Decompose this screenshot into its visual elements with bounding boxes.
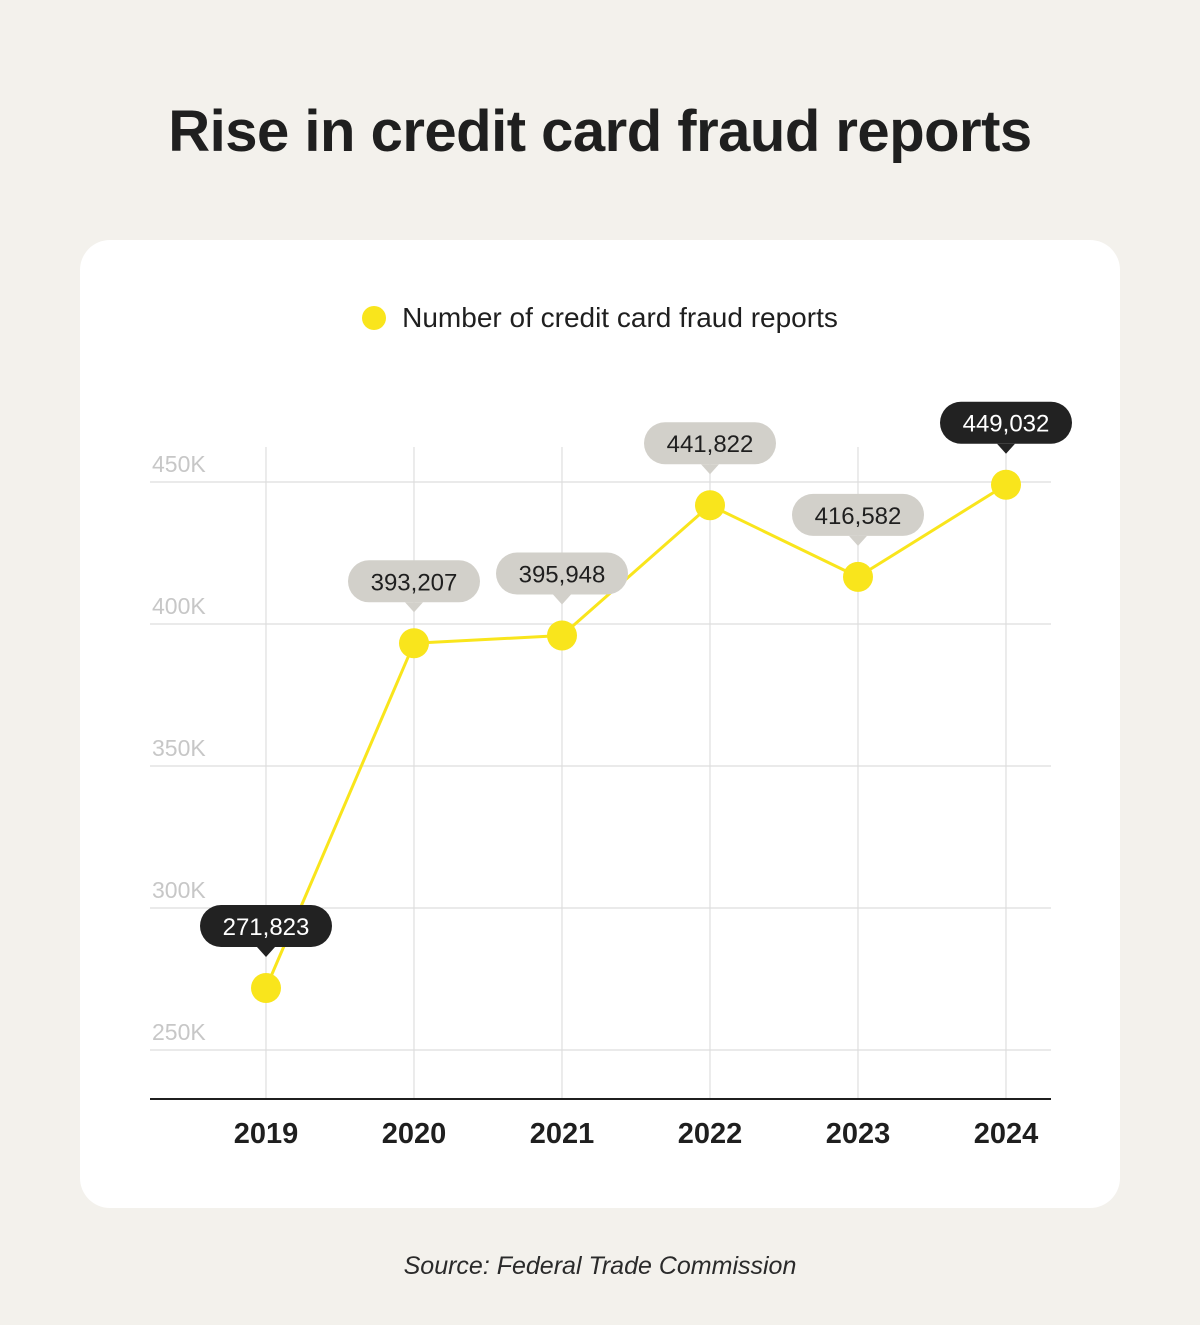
callout-bubble xyxy=(348,560,480,603)
data-point xyxy=(251,973,281,1004)
y-tick-label: 250K xyxy=(152,1019,206,1045)
source-note: Source: Federal Trade Commission xyxy=(403,1252,797,1280)
x-tick-label: 2023 xyxy=(826,1118,891,1150)
y-tick-label: 300K xyxy=(152,877,206,903)
y-tick-label: 450K xyxy=(152,451,206,477)
x-tick-label: 2021 xyxy=(530,1118,595,1150)
data-point xyxy=(991,469,1021,500)
data-label: 449,032 xyxy=(963,411,1050,438)
callout-pointer xyxy=(553,594,571,605)
data-label: 271,823 xyxy=(223,914,310,941)
callout-bubble xyxy=(792,493,924,536)
data-label: 395,948 xyxy=(519,562,606,589)
series-line-layer xyxy=(264,483,1007,989)
y-tick-label: 350K xyxy=(152,735,206,761)
chart-title: Rise in credit card fraud reports xyxy=(168,99,1032,164)
data-label-callout: 416,582 xyxy=(792,493,924,546)
x-tick-label: 2022 xyxy=(678,1118,743,1150)
data-label: 393,207 xyxy=(371,569,458,596)
callout-bubble xyxy=(200,905,332,948)
data-label-callout: 449,032 xyxy=(940,401,1072,454)
legend-swatch xyxy=(362,306,387,330)
callout-pointer xyxy=(701,464,719,475)
x-tick-label: 2024 xyxy=(974,1118,1039,1150)
data-label-callouts: 271,823 393,207 395,948 441,822 416,582 449,0… xyxy=(200,401,1072,958)
data-label: 441,822 xyxy=(667,431,754,458)
data-label-callout: 393,207 xyxy=(348,560,480,613)
callout-pointer xyxy=(849,535,867,546)
callout-bubble xyxy=(496,552,628,595)
callout-pointer xyxy=(257,947,275,958)
data-points xyxy=(251,469,1021,1004)
x-axis-ticks: 2019 2020 2021 2022 2023 2024 xyxy=(234,1118,1039,1150)
chart-legend: Number of credit card fraud reports xyxy=(0,302,1200,334)
data-point xyxy=(399,628,429,659)
y-tick-label: 400K xyxy=(152,593,206,619)
legend-label: Number of credit card fraud reports xyxy=(402,302,838,333)
x-tick-label: 2020 xyxy=(382,1118,447,1150)
data-point xyxy=(695,490,725,521)
data-point xyxy=(843,561,873,592)
chart-card xyxy=(80,240,1120,1208)
data-label-callout: 395,948 xyxy=(496,552,628,605)
data-label-callout: 271,823 xyxy=(200,905,332,958)
callout-pointer xyxy=(405,602,423,613)
series-line xyxy=(264,483,1007,989)
x-tick-label: 2019 xyxy=(234,1118,299,1150)
callout-pointer xyxy=(997,443,1015,454)
grid-lines xyxy=(150,447,1051,1099)
callout-bubble xyxy=(940,401,1072,444)
callout-bubble xyxy=(644,422,776,465)
data-label-callout: 441,822 xyxy=(644,422,776,475)
data-point xyxy=(547,620,577,651)
data-label: 416,582 xyxy=(815,503,902,530)
y-axis-ticks: 250K 300K 350K 400K 450K xyxy=(152,451,206,1045)
